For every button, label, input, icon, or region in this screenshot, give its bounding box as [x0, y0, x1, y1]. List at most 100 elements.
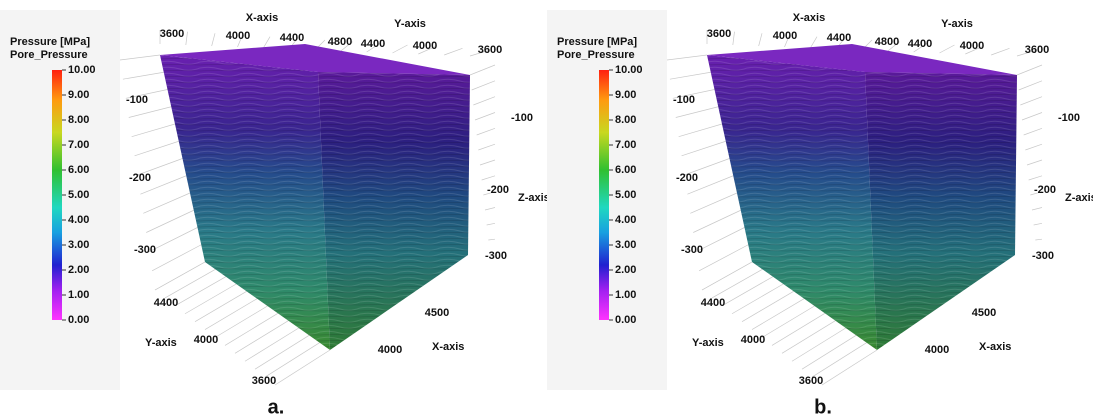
z-tick-label: -100: [1058, 112, 1080, 124]
colorbar: [599, 70, 609, 320]
grid-line: [151, 244, 202, 272]
colorbar-tick-label: 2.00: [68, 264, 89, 276]
x-axis-label: X-axis: [246, 12, 278, 24]
y-axis-label: Y-axis: [145, 337, 177, 349]
grid-line: [1030, 191, 1043, 196]
panel: Pressure [MPa]Pore_Pressure 10.00 9.00 8.00…: [547, 10, 1093, 418]
grid-line: [154, 261, 206, 291]
x-tick-label: 4000: [378, 344, 402, 356]
x-tick-label: 4000: [226, 30, 250, 42]
volume-left-strata: [160, 55, 330, 350]
colorbar-tick-label: 7.00: [68, 139, 89, 151]
grid-line: [263, 36, 271, 49]
grid-line: [131, 123, 176, 138]
grid-line: [194, 291, 247, 322]
colorbar-tick-label: 9.00: [615, 89, 636, 101]
caption: b.: [814, 396, 832, 418]
grid-line: [672, 89, 715, 99]
grid-line: [693, 209, 741, 233]
grid-line: [140, 175, 187, 195]
colorbar-tick-label: 3.00: [615, 239, 636, 251]
colorbar: [52, 70, 62, 320]
colorbar-title: Pressure [MPa]: [557, 36, 637, 48]
grid-line: [1031, 207, 1043, 211]
grid: [119, 30, 496, 386]
grid-line: [274, 349, 331, 386]
grid-line: [476, 128, 496, 136]
colorbar-tick-label: 4.00: [615, 214, 636, 226]
panels: Pressure [MPa]Pore_Pressure10.009.008.00…: [0, 10, 1093, 418]
grid-line: [666, 54, 708, 61]
z-tick-label: -200: [1034, 184, 1056, 196]
grid-line: [174, 276, 227, 307]
grid-line: [137, 158, 183, 176]
y-tick-label: 4000: [741, 334, 765, 346]
grid-line: [1023, 128, 1043, 136]
grid-line: [1021, 112, 1043, 121]
x-axis-label: X-axis: [979, 341, 1011, 353]
grid-line: [751, 298, 805, 330]
grid-line: [801, 335, 857, 370]
grid-line: [741, 291, 794, 322]
caption: a.: [268, 396, 285, 418]
y-tick-label: 4400: [361, 38, 385, 50]
grid-line: [711, 269, 763, 299]
y-tick-label: 4000: [194, 334, 218, 346]
y-tick-label: 4400: [154, 297, 178, 309]
colorbar-tick-label: 5.00: [68, 189, 89, 201]
grid-line: [1025, 143, 1043, 151]
z-tick-label: -300: [485, 250, 507, 262]
panel: Pressure [MPa]Pore_Pressure 10.00 9.00 8.00…: [0, 10, 550, 418]
x-tick-label: 4800: [875, 36, 899, 48]
grid-line: [913, 43, 928, 53]
x-tick-label: 4400: [827, 32, 851, 44]
grid-line: [701, 261, 753, 291]
colorbar-tick-label: 8.00: [68, 114, 89, 126]
grid-line: [125, 89, 168, 99]
grid-line: [698, 244, 749, 272]
grid-line: [444, 48, 463, 56]
grid-line: [478, 143, 496, 151]
grid-line: [811, 342, 867, 378]
grid-line: [732, 31, 735, 46]
y-axis-label: Y-axis: [394, 18, 426, 30]
colorbar-tick-label: 10.00: [68, 64, 96, 76]
x-tick-label: 4500: [425, 307, 449, 319]
grid-line: [781, 320, 836, 354]
colorbar-tick-label: 6.00: [68, 164, 89, 176]
grid-line: [669, 71, 711, 80]
z-tick-label: -300: [1032, 250, 1054, 262]
grid-line: [234, 320, 289, 354]
volume-left-strata: [707, 55, 877, 350]
grid-line: [146, 209, 194, 233]
grid-line: [164, 269, 216, 299]
grid-line: [204, 298, 258, 330]
z-axis-label: Z-axis: [1065, 192, 1093, 204]
grid-line: [1028, 175, 1043, 181]
x-tick-label: 4500: [972, 307, 996, 319]
grid-line: [479, 159, 496, 166]
grid-line: [1018, 80, 1043, 91]
grid-line: [758, 33, 763, 47]
grid-line: [149, 227, 198, 252]
y-tick-label: 4000: [413, 40, 437, 52]
grid-line: [214, 305, 268, 338]
grid-line: [211, 33, 216, 47]
grid-line: [486, 222, 496, 226]
volume-top: [160, 44, 470, 75]
grid-line: [244, 327, 299, 362]
grid-line: [690, 192, 738, 214]
grid-line: [484, 207, 496, 211]
grid-line: [392, 44, 408, 54]
grid-line: [731, 283, 784, 315]
grid-line: [254, 335, 310, 370]
x-tick-label: 4800: [328, 36, 352, 48]
grid-line: [119, 54, 161, 61]
y-tick-label: 3600: [252, 375, 276, 387]
grid-line: [991, 48, 1010, 56]
colorbar-title: Pressure [MPa]: [10, 36, 90, 48]
colorbar-tick-label: 1.00: [68, 289, 89, 301]
z-tick-label: -100: [126, 94, 148, 106]
grid-line: [224, 313, 279, 346]
